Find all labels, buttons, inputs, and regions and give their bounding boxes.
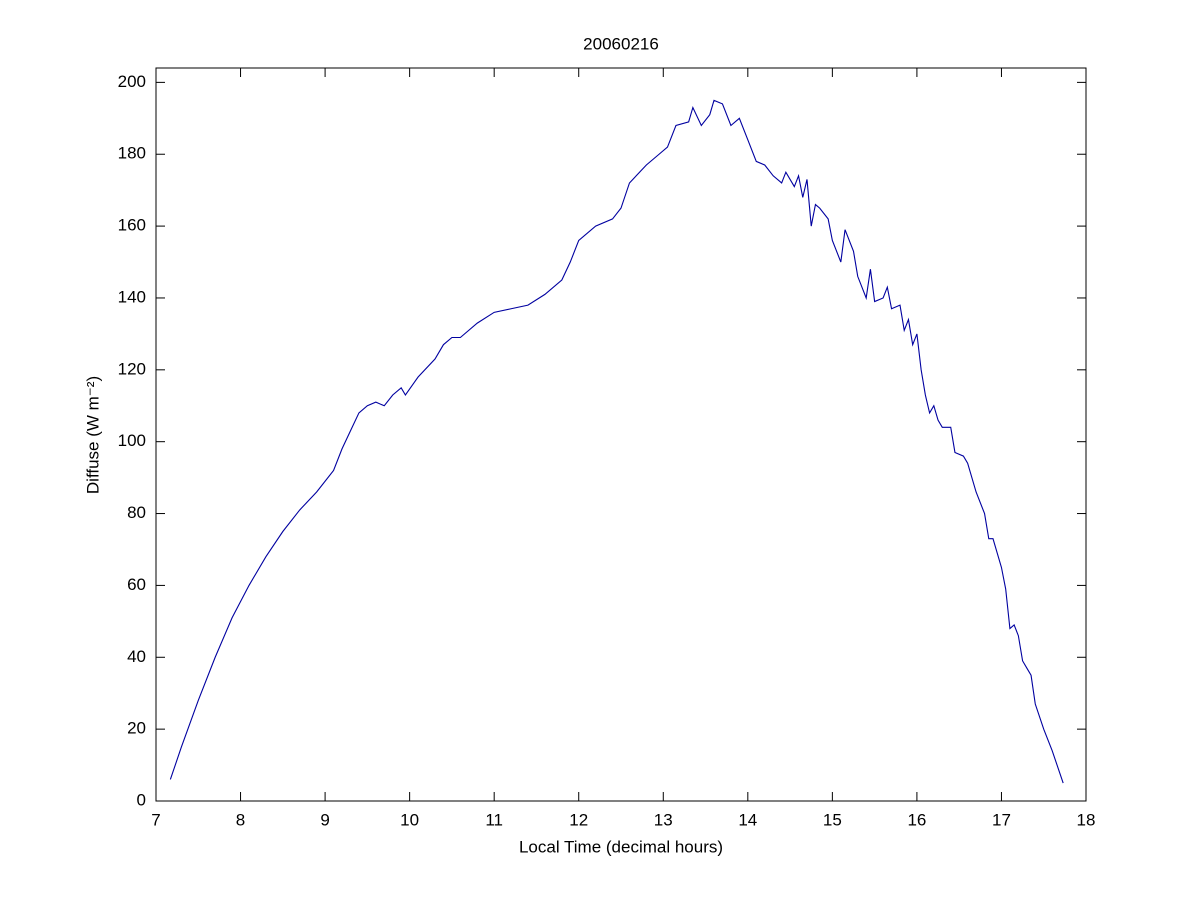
y-tick-label: 100 <box>118 431 146 450</box>
x-tick-label: 7 <box>151 810 160 829</box>
x-tick-label: 16 <box>907 810 926 829</box>
y-tick-label: 60 <box>127 575 146 594</box>
x-tick-label: 14 <box>738 810 757 829</box>
y-tick-label: 0 <box>137 790 146 809</box>
x-tick-label: 10 <box>400 810 419 829</box>
y-axis-label: Diffuse (W m⁻²) <box>83 376 102 494</box>
x-tick-label: 13 <box>654 810 673 829</box>
x-tick-label: 18 <box>1077 810 1096 829</box>
x-tick-label: 11 <box>485 810 503 829</box>
x-tick-label: 9 <box>320 810 329 829</box>
chart-title: 20060216 <box>583 34 659 53</box>
x-tick-label: 12 <box>569 810 588 829</box>
y-tick-label: 200 <box>118 72 146 91</box>
x-tick-label: 8 <box>236 810 245 829</box>
y-tick-label: 80 <box>127 503 146 522</box>
axes-box <box>155 67 1087 802</box>
x-tick-label: 15 <box>823 810 842 829</box>
y-tick-label: 160 <box>118 216 146 235</box>
y-tick-label: 120 <box>118 359 146 378</box>
x-tick-label: 17 <box>992 810 1011 829</box>
data-line <box>169 99 1064 784</box>
y-tick-label: 20 <box>127 719 146 738</box>
y-tick-label: 40 <box>127 647 146 666</box>
x-axis-label: Local Time (decimal hours) <box>519 837 723 856</box>
y-tick-label: 140 <box>118 287 146 306</box>
y-tick-label: 180 <box>118 144 146 163</box>
